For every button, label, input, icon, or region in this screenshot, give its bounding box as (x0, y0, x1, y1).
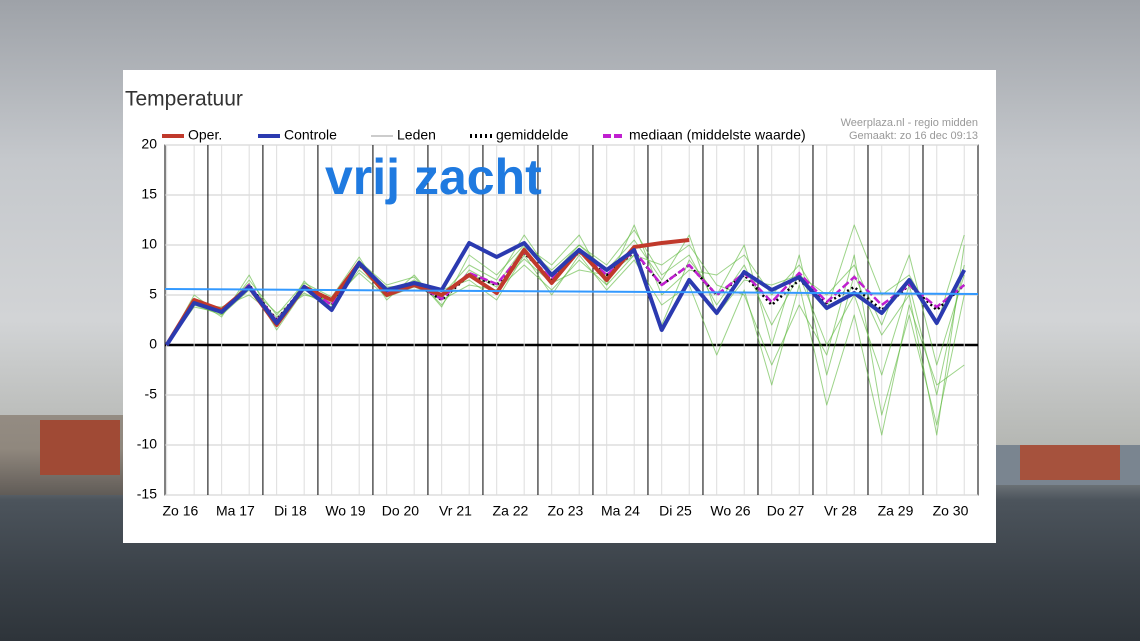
x-tick-label: Za 22 (493, 503, 529, 519)
reference-line (164, 288, 979, 295)
x-tick-label: Za 29 (878, 503, 914, 519)
created: Gemaakt: zo 16 dec 09:13 (849, 130, 978, 142)
y-tick-label: 10 (141, 236, 157, 252)
x-tick-label: Wo 19 (325, 503, 365, 519)
y-tick-label: 5 (149, 286, 157, 302)
x-tick-label: Vr 28 (824, 503, 857, 519)
member-line (166, 254, 965, 436)
y-tick-label: 20 (141, 136, 157, 152)
x-tick-label: Zo 30 (933, 503, 969, 519)
x-tick-label: Wo 26 (710, 503, 750, 519)
series-line (165, 250, 966, 346)
y-tick-label: -5 (145, 386, 158, 402)
chart-title: Temperatuur (125, 88, 243, 111)
x-tick-label: Do 20 (382, 503, 420, 519)
photo-details (0, 415, 1140, 495)
legend-label: gemiddelde (496, 127, 569, 143)
x-tick-label: Ma 24 (601, 503, 640, 519)
member-line (166, 234, 965, 366)
plot-area: -15 -10 -5 0 5 10 15 20 Zo 16 Ma 17 Di 18 Wo 19 Do 2… (137, 136, 979, 519)
x-tick-label: Di 25 (659, 503, 692, 519)
legend-label: Leden (397, 127, 436, 143)
x-tick-label: Ma 17 (216, 503, 255, 519)
annotation: vrij zacht (325, 149, 542, 205)
source: Weerplaza.nl - regio midden (841, 117, 978, 129)
y-tick-label: 15 (141, 186, 157, 202)
member-line (166, 244, 965, 436)
y-tick-label: -10 (137, 436, 157, 452)
legend-label: Oper. (188, 127, 222, 143)
x-tick-label: Vr 21 (439, 503, 472, 519)
x-tick-label: Zo 23 (548, 503, 584, 519)
series-line (164, 241, 967, 347)
legend-label: Controle (284, 127, 337, 143)
legend-label: mediaan (middelste waarde) (629, 127, 806, 143)
x-tick-label: Do 27 (767, 503, 805, 519)
y-tick-label: 0 (149, 336, 157, 352)
x-tick-label: Zo 16 (162, 503, 198, 519)
x-tick-label: Di 18 (274, 503, 307, 519)
chart-panel (123, 70, 996, 543)
y-tick-label: -15 (137, 486, 157, 502)
